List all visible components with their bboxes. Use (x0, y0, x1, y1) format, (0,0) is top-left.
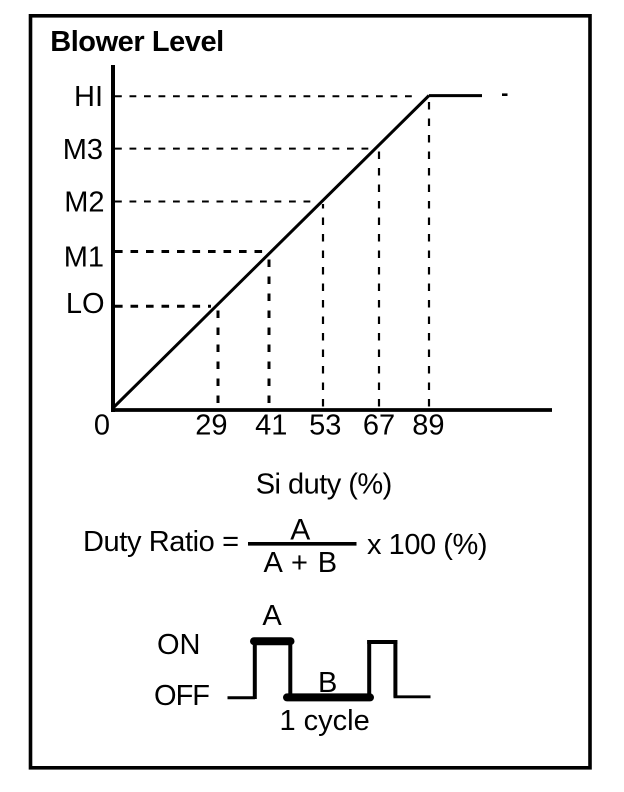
svg-text:M1: M1 (64, 242, 104, 274)
svg-text:x 100 (%): x 100 (%) (367, 529, 488, 561)
svg-text:B: B (318, 667, 337, 699)
svg-text:Blower Level: Blower Level (50, 26, 224, 58)
svg-text:M2: M2 (64, 186, 104, 218)
svg-text:67: 67 (363, 410, 395, 442)
svg-text:ON: ON (157, 629, 201, 661)
svg-text:OFF: OFF (154, 680, 210, 712)
svg-text:89: 89 (412, 410, 444, 442)
svg-text:LO: LO (66, 288, 105, 320)
svg-text:A: A (262, 600, 282, 632)
svg-text:41: 41 (255, 410, 287, 442)
svg-text:Si duty (%): Si duty (%) (256, 469, 393, 501)
svg-text:HI: HI (74, 81, 103, 113)
svg-text:53: 53 (309, 410, 341, 442)
svg-text:1 cycle: 1 cycle (279, 705, 369, 737)
svg-text:A + B: A + B (264, 547, 338, 579)
svg-text:0: 0 (94, 410, 110, 442)
svg-text:M3: M3 (63, 134, 103, 166)
svg-text:Duty Ratio =: Duty Ratio = (83, 526, 239, 558)
svg-text:A: A (290, 514, 310, 547)
svg-text:29: 29 (195, 410, 227, 442)
